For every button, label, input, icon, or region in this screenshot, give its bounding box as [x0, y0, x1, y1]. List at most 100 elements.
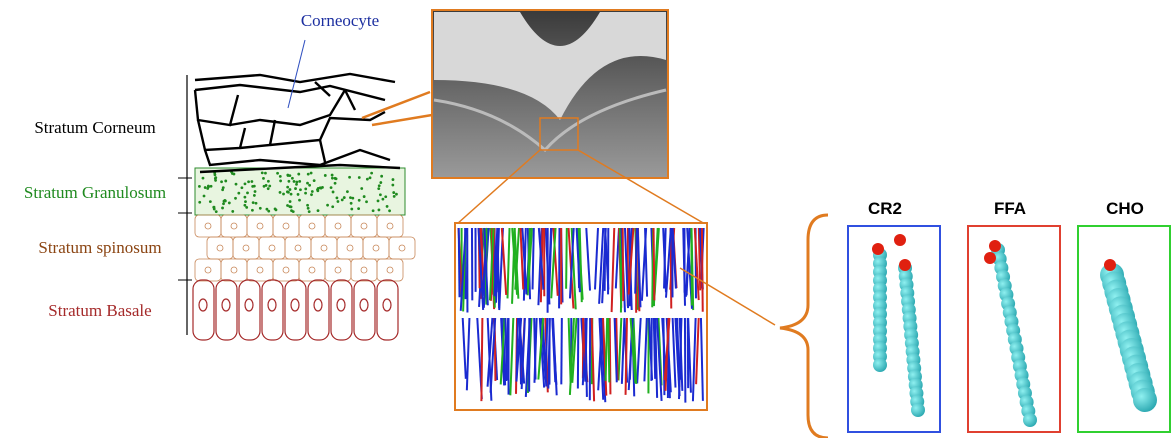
granule: [380, 175, 383, 178]
granule: [235, 183, 238, 186]
granule: [267, 210, 270, 213]
granule: [202, 177, 205, 180]
spinous-cell: [259, 237, 285, 259]
nucleus: [243, 245, 249, 251]
spinous-cell: [363, 237, 389, 259]
granule: [276, 172, 279, 175]
granule: [244, 200, 247, 203]
spinous-cell: [285, 237, 311, 259]
granule: [289, 200, 292, 203]
lipid: [605, 228, 606, 291]
granule: [224, 199, 227, 202]
granule: [288, 205, 291, 208]
granule: [370, 172, 373, 175]
granule: [304, 192, 307, 195]
granule: [252, 201, 255, 204]
nucleus: [399, 245, 405, 251]
nucleus: [205, 223, 211, 229]
granule: [209, 200, 212, 203]
granule: [254, 190, 257, 193]
granule: [293, 180, 296, 183]
granule: [337, 200, 340, 203]
granule: [372, 209, 375, 212]
basal-cell: [354, 280, 375, 340]
granule: [251, 209, 254, 212]
granule: [348, 176, 351, 179]
granule: [267, 180, 270, 183]
granule: [377, 187, 380, 190]
granule: [245, 206, 248, 209]
spinous-cell: [325, 259, 351, 281]
granule: [386, 205, 389, 208]
granule: [288, 180, 291, 183]
granule: [247, 180, 250, 183]
granule: [222, 186, 225, 189]
molecule-box: [848, 226, 940, 432]
granule: [336, 196, 339, 199]
nucleus: [373, 245, 379, 251]
granule: [292, 210, 295, 213]
granule: [392, 191, 395, 194]
atom: [1133, 388, 1157, 412]
granule: [290, 193, 293, 196]
granule: [250, 180, 253, 183]
spinous-cell: [325, 215, 351, 237]
granule: [268, 185, 271, 188]
granule: [379, 181, 382, 184]
granule: [310, 172, 313, 175]
nucleus: [361, 267, 367, 273]
granule: [324, 174, 327, 177]
granule: [334, 182, 337, 185]
nucleus: [199, 299, 207, 311]
lipid: [691, 228, 692, 306]
nucleus: [283, 267, 289, 273]
nucleus: [347, 245, 353, 251]
spinous-cell: [377, 259, 403, 281]
granule: [279, 191, 282, 194]
nucleus: [268, 299, 276, 311]
basal-cell: [239, 280, 260, 340]
granule: [393, 195, 396, 198]
granule: [295, 181, 298, 184]
spinous-cell: [233, 237, 259, 259]
granule: [259, 207, 262, 210]
granule: [326, 204, 329, 207]
oxygen: [984, 252, 996, 264]
granule: [207, 185, 210, 188]
nucleus: [295, 245, 301, 251]
granule: [198, 201, 201, 204]
granule: [298, 199, 301, 202]
granule: [294, 187, 297, 190]
brace: [780, 215, 828, 438]
simulation: [455, 223, 775, 410]
basal-cell: [308, 280, 329, 340]
lipid: [533, 228, 534, 289]
granule: [379, 193, 382, 196]
oxygen: [872, 243, 884, 255]
nucleus: [361, 223, 367, 229]
granule: [363, 195, 366, 198]
granule: [304, 187, 307, 190]
spinous-cell: [273, 215, 299, 237]
granule: [299, 188, 302, 191]
lipid: [481, 318, 482, 401]
granule: [279, 175, 282, 178]
granule: [287, 174, 290, 177]
granule: [204, 186, 207, 189]
granule: [286, 190, 289, 193]
lipid: [561, 318, 562, 384]
granule: [203, 195, 206, 198]
granule: [313, 179, 316, 182]
oxygen: [894, 234, 906, 246]
spinous-cell: [195, 259, 221, 281]
granule: [297, 193, 300, 196]
granule: [198, 185, 201, 188]
nucleus: [205, 267, 211, 273]
layer-label: Stratum Basale: [48, 301, 151, 320]
granule: [307, 173, 310, 176]
atom: [873, 358, 887, 372]
granule: [331, 177, 334, 180]
lipid: [608, 318, 609, 382]
granule: [286, 186, 289, 189]
granule: [331, 205, 334, 208]
